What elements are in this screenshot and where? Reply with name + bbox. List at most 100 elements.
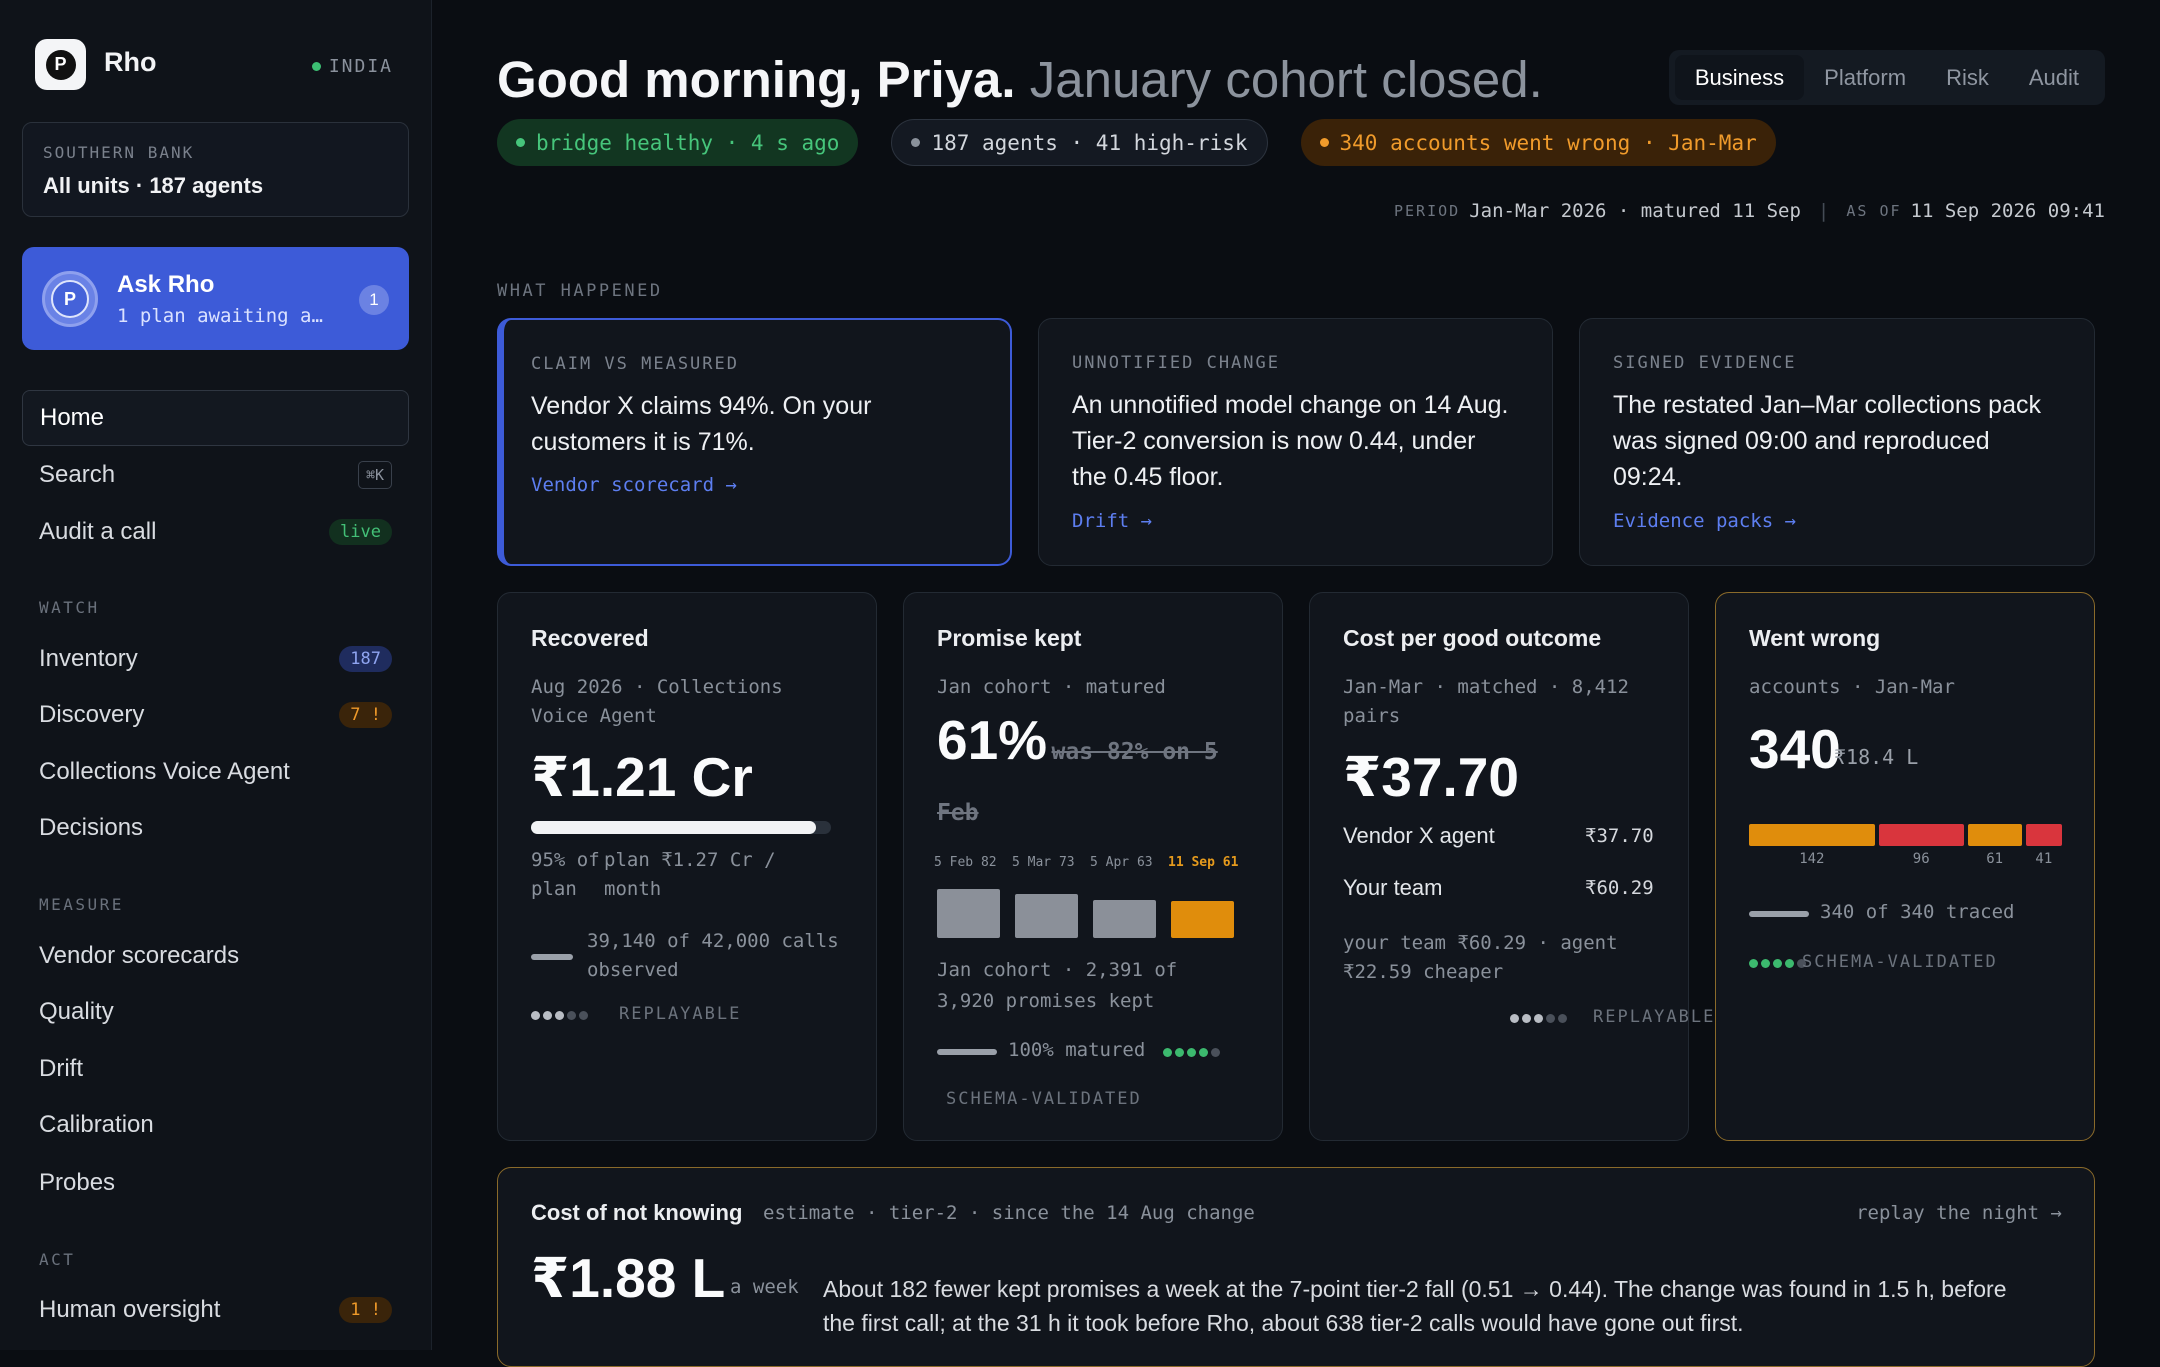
- sidebar: P Rho INDIA SOUTHERN BANK All units · 18…: [0, 0, 432, 1350]
- team-row-label: Your team: [1343, 875, 1443, 900]
- ask-rho-avatar: P: [42, 271, 98, 327]
- page-title: Good morning, Priya. January cohort clos…: [497, 50, 1543, 109]
- breakdown-segment-label: 142: [1799, 851, 1825, 867]
- ask-rho-button[interactable]: P Ask Rho 1 plan awaiting a… 1: [22, 247, 409, 350]
- sidebar-item-decisions[interactable]: Decisions: [22, 800, 409, 856]
- breakdown-segment: [1749, 824, 1875, 846]
- tab-risk[interactable]: Risk: [1946, 64, 1989, 90]
- sidebar-item-label: Probes: [39, 1169, 116, 1196]
- ask-rho-subtitle: 1 plan awaiting a…: [117, 305, 323, 327]
- card-label: UNNOTIFIED CHANGE: [1072, 353, 1280, 373]
- drift-link[interactable]: Drift →: [1072, 510, 1153, 532]
- greeting: Good morning, Priya.: [497, 51, 1016, 108]
- metric-subtitle: Aug 2026 · Collections Voice Agent: [531, 676, 783, 727]
- cost-note: your team ₹60.29 · agent ₹22.59 cheaper: [1343, 932, 1618, 983]
- org-name: All units · 187 agents: [43, 173, 264, 198]
- agents-chip[interactable]: 187 agents · 41 high-risk: [891, 119, 1268, 166]
- sidebar-item-probes[interactable]: Probes: [22, 1155, 409, 1211]
- discovery-count-badge: 7 !: [339, 702, 392, 728]
- sidebar-item-drift[interactable]: Drift: [22, 1041, 409, 1097]
- bridge-status-chip[interactable]: bridge healthy · 4 s ago: [497, 119, 859, 166]
- period-info: PERIOD Jan-Mar 2026 · matured 11 Sep | A…: [1394, 200, 2105, 222]
- plan-progress-fill: [531, 821, 816, 834]
- cost-unknown-text: About 182 fewer kept promises a week at …: [823, 1276, 2007, 1336]
- insight-card-evidence[interactable]: SIGNED EVIDENCE The restated Jan–Mar col…: [1579, 318, 2095, 566]
- metric-card-cost[interactable]: Cost per good outcome Jan-Mar · matched …: [1309, 592, 1713, 1141]
- ask-rho-title: Ask Rho: [117, 271, 215, 298]
- sidebar-item-search[interactable]: Search ⌘K: [22, 447, 409, 503]
- greeting-subtitle: January cohort closed.: [1029, 51, 1543, 108]
- promise-description: Jan cohort · 2,391 of 3,920 promises kep…: [937, 959, 1178, 1012]
- sidebar-item-inventory[interactable]: Inventory 187: [22, 631, 409, 687]
- sidebar-item-collections[interactable]: Collections Voice Agent: [22, 744, 409, 800]
- sidebar-item-label: Calibration: [39, 1111, 154, 1138]
- metric-card-went-wrong[interactable]: Went wrong accounts · Jan-Mar 340 ₹18.4 …: [1715, 592, 2095, 1141]
- promise-value-block: 61% was 82% on 5 Feb: [937, 711, 1257, 845]
- tab-audit[interactable]: Audit: [2028, 64, 2079, 90]
- sidebar-item-human-oversight[interactable]: Human oversight 1 !: [22, 1282, 409, 1338]
- sidebar-item-discovery[interactable]: Discovery 7 !: [22, 687, 409, 743]
- period-key: PERIOD: [1394, 202, 1461, 220]
- metric-card-recovered[interactable]: Recovered Aug 2026 · Collections Voice A…: [497, 592, 877, 1141]
- replayable-tag: REPLAYABLE: [619, 1004, 742, 1024]
- section-act: ACT: [39, 1250, 76, 1269]
- bar-label: 5 Apr 63: [1090, 855, 1153, 870]
- cohort-bar-current: [1171, 901, 1234, 938]
- bridge-status-text: bridge healthy · 4 s ago: [536, 130, 840, 155]
- replay-night-link[interactable]: replay the night →: [1856, 1202, 2062, 1224]
- maturity-bar: [937, 1049, 997, 1055]
- card-text: An unnotified model change on 14 Aug. Ti…: [1072, 391, 1509, 491]
- plan-percent: 95% of plan: [531, 849, 600, 900]
- rho-logo-icon[interactable]: P: [35, 39, 86, 90]
- went-wrong-chip[interactable]: 340 accounts went wrong · Jan-Mar: [1300, 119, 1776, 166]
- card-text: The restated Jan–Mar collections pack wa…: [1613, 391, 2041, 491]
- sidebar-item-label: Drift: [39, 1055, 83, 1082]
- cost-of-not-knowing-card[interactable]: Cost of not knowing estimate · tier-2 · …: [497, 1167, 2095, 1367]
- org-switcher[interactable]: SOUTHERN BANK All units · 187 agents: [22, 122, 409, 217]
- breakdown-segment: [1878, 824, 1964, 846]
- schema-validated-tag: SCHEMA-VALIDATED: [1802, 952, 1998, 972]
- evidence-packs-link[interactable]: Evidence packs →: [1613, 510, 1797, 532]
- card-label: CLAIM VS MEASURED: [531, 354, 739, 374]
- live-badge: live: [329, 519, 392, 545]
- ask-rho-badge: 1: [359, 285, 389, 315]
- replayable-tag: REPLAYABLE: [1593, 1007, 1716, 1027]
- status-dot-icon: [1319, 138, 1329, 147]
- bar-label-current: 11 Sep 61: [1168, 855, 1239, 870]
- sidebar-item-vendor-scorecards[interactable]: Vendor scorecards: [22, 928, 409, 984]
- org-label: SOUTHERN BANK: [43, 143, 195, 162]
- sidebar-item-label: Inventory: [39, 645, 138, 672]
- cohort-bar: [937, 889, 1000, 938]
- cost-unknown-meta: estimate · tier-2 · since the 14 Aug cha…: [763, 1202, 1255, 1224]
- asof-value: 11 Sep 2026 09:41: [1910, 200, 2105, 222]
- insight-card-change[interactable]: UNNOTIFIED CHANGE An unnotified model ch…: [1038, 318, 1553, 566]
- section-what-happened: WHAT HAPPENED: [497, 281, 663, 301]
- tab-platform[interactable]: Platform: [1824, 64, 1907, 90]
- cost-unknown-unit: a week: [730, 1276, 799, 1298]
- sidebar-item-label: Vendor scorecards: [39, 942, 240, 969]
- schema-validated-tag: SCHEMA-VALIDATED: [946, 1089, 1142, 1109]
- inventory-count-badge: 187: [339, 646, 392, 672]
- matured-label: 100% matured: [1008, 1039, 1146, 1061]
- bar-label: 5 Feb 82: [934, 855, 997, 870]
- breakdown-segment: [1967, 824, 2022, 846]
- sidebar-item-calibration[interactable]: Calibration: [22, 1097, 409, 1153]
- sidebar-item-home[interactable]: Home: [22, 390, 409, 446]
- metric-card-promise-kept[interactable]: Promise kept Jan cohort · matured 61% wa…: [903, 592, 1283, 1141]
- tab-business[interactable]: Business: [1674, 55, 1805, 100]
- metric-title: Cost per good outcome: [1343, 625, 1602, 651]
- insight-card-claim[interactable]: CLAIM VS MEASURED Vendor X claims 94%. O…: [497, 318, 1012, 566]
- region-label: INDIA: [328, 56, 393, 77]
- metric-title: Promise kept: [937, 625, 1082, 651]
- breakdown-bar: [1749, 824, 2062, 846]
- breakdown-segment-label: 41: [2035, 851, 2053, 867]
- sidebar-item-quality[interactable]: Quality: [22, 984, 409, 1040]
- sidebar-item-audit[interactable]: Audit a call live: [22, 504, 409, 560]
- confidence-dots-icon: [1510, 1014, 1567, 1023]
- vendor-scorecard-link[interactable]: Vendor scorecard →: [531, 474, 737, 496]
- breakdown-segment-label: 61: [1986, 851, 2004, 867]
- cohort-bar-labels: 5 Feb 82 5 Mar 73 5 Apr 63 11 Sep 61: [934, 855, 1254, 870]
- metric-value: ₹1.21 Cr: [531, 746, 753, 808]
- sidebar-item-label: Decisions: [39, 814, 144, 841]
- breakdown-labels: 142 96 61 41: [1749, 851, 2062, 871]
